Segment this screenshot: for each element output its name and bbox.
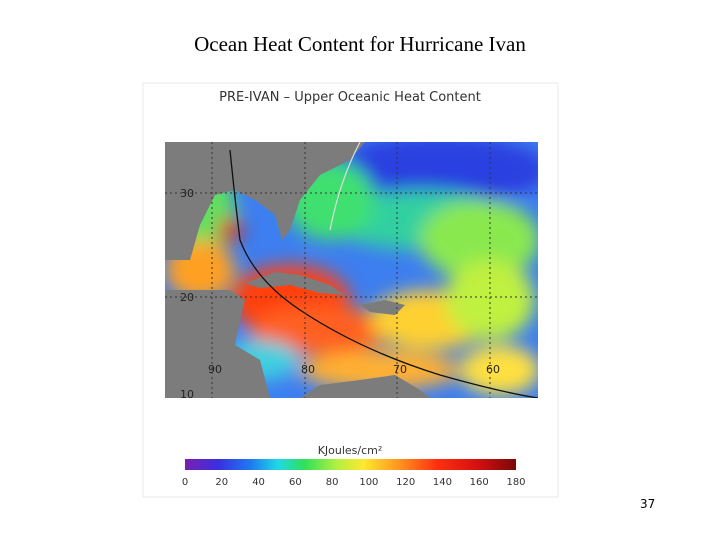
colorbar-tick-label: 140 (433, 477, 452, 488)
longitude-label: 80 (301, 363, 315, 376)
colorbar-tick-label: 40 (252, 477, 265, 488)
colorbar-tick-label: 120 (396, 477, 415, 488)
latitude-label: 10 (180, 388, 194, 401)
figure-title: PRE-IVAN – Upper Oceanic Heat Content (219, 90, 481, 105)
colorbar-label: KJoules/cm² (318, 444, 383, 457)
page-number: 37 (640, 497, 656, 511)
colorbar (185, 459, 516, 470)
latitude-label: 20 (180, 291, 194, 304)
colorbar-tick-label: 60 (289, 477, 302, 488)
slide-title: Ocean Heat Content for Hurricane Ivan (194, 32, 526, 56)
longitude-label: 90 (208, 363, 222, 376)
colorbar-tick-label: 100 (359, 477, 378, 488)
colorbar-tick-label: 20 (215, 477, 228, 488)
latitude-label: 30 (180, 187, 194, 200)
colorbar-tick-label: 80 (326, 477, 339, 488)
colorbar-tick-label: 180 (506, 477, 525, 488)
colorbar-tick-label: 160 (470, 477, 489, 488)
longitude-label: 70 (393, 363, 407, 376)
heat-map (165, 142, 538, 398)
colorbar-tick-label: 0 (182, 477, 188, 488)
longitude-label: 60 (486, 363, 500, 376)
